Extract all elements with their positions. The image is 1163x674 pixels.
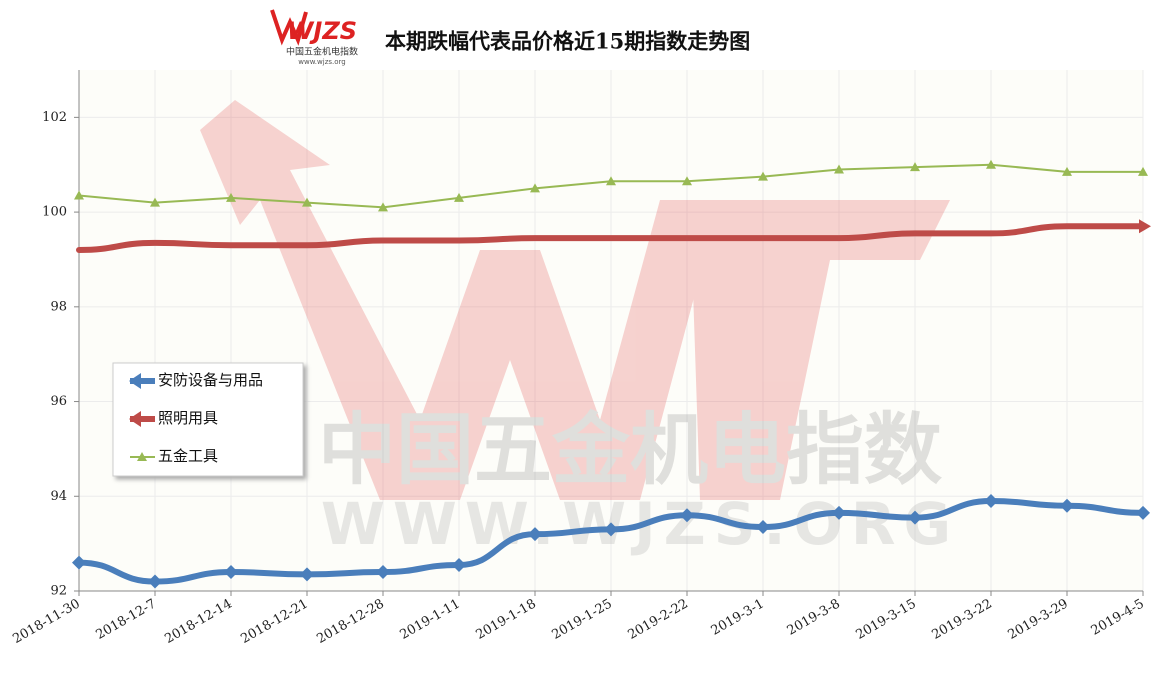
point: [910, 162, 920, 172]
y-tick-label: 98: [50, 299, 67, 314]
point: [682, 176, 692, 186]
point: [226, 192, 236, 202]
logo-url: www.wjzs.org: [298, 58, 345, 66]
y-tick-label: 100: [42, 205, 67, 220]
x-tick-label: 2019-3-1: [709, 597, 767, 639]
logo: WJZS 中国五金机电指数 www.wjzs.org: [270, 9, 358, 66]
x-tick-label: 2019-1-25: [549, 597, 614, 643]
chart-title: 本期跌幅代表品价格近15期指数走势图: [385, 29, 750, 54]
watermark-text: 中国五金机电指数: [318, 405, 942, 495]
y-tick-label: 96: [50, 394, 67, 409]
x-tick-label: 2018-11-30: [10, 597, 82, 647]
y-tick-label: 102: [42, 110, 67, 125]
x-tick-label: 2019-1-11: [397, 597, 462, 643]
point: [528, 527, 542, 542]
y-tick-label: 94: [50, 489, 67, 504]
point: [604, 522, 618, 537]
point: [984, 494, 998, 509]
point: [150, 197, 160, 207]
logo-mark: [270, 9, 308, 46]
point: [376, 565, 390, 580]
x-tick-label: 2019-3-15: [853, 597, 918, 643]
legend-marker: [129, 411, 141, 427]
point: [530, 183, 540, 193]
x-tick-label: 2019-3-29: [1005, 597, 1070, 643]
y-tick-label: 92: [50, 584, 67, 599]
point: [300, 567, 314, 582]
point: [1139, 219, 1151, 234]
point: [986, 159, 996, 169]
logo-name: 中国五金机电指数: [286, 46, 358, 58]
series-group: [72, 159, 1151, 589]
point: [74, 190, 84, 200]
logo-text: WJZS: [287, 17, 357, 45]
point: [680, 508, 694, 523]
x-tick-label: 2019-3-8: [785, 597, 843, 639]
watermark-shape: [200, 100, 720, 500]
legend-label: 照明用具: [158, 409, 218, 427]
x-tick-label: 2018-12-14: [162, 597, 234, 647]
series-line: [76, 223, 1146, 253]
point: [378, 202, 388, 212]
x-tick-label: 2019-2-22: [625, 597, 690, 643]
legend-label: 五金工具: [158, 447, 218, 465]
x-tick-label: 2019-1-18: [473, 597, 538, 643]
point: [1062, 166, 1072, 176]
x-tick-label: 2018-12-7: [93, 597, 158, 643]
point: [148, 574, 162, 589]
point: [452, 557, 466, 572]
legend-marker: [129, 373, 141, 389]
legend-label: 安防设备与用品: [158, 371, 263, 389]
point: [224, 565, 238, 580]
point: [606, 176, 616, 186]
point: [72, 555, 86, 570]
x-tick-label: 2019-3-22: [929, 597, 994, 643]
point: [1060, 498, 1074, 513]
x-tick-label: 2018-12-21: [238, 597, 310, 647]
x-tick-label: 2019-4-5: [1089, 597, 1147, 639]
legend-marker: [137, 452, 147, 461]
watermark-shape: [690, 200, 950, 500]
point: [302, 197, 312, 207]
point: [756, 520, 770, 535]
point: [1136, 505, 1150, 520]
point: [834, 164, 844, 174]
point: [454, 192, 464, 202]
point: [832, 505, 846, 520]
point: [908, 510, 922, 525]
x-tick-label: 2018-12-28: [314, 597, 386, 647]
point: [1138, 166, 1148, 176]
point: [758, 171, 768, 181]
